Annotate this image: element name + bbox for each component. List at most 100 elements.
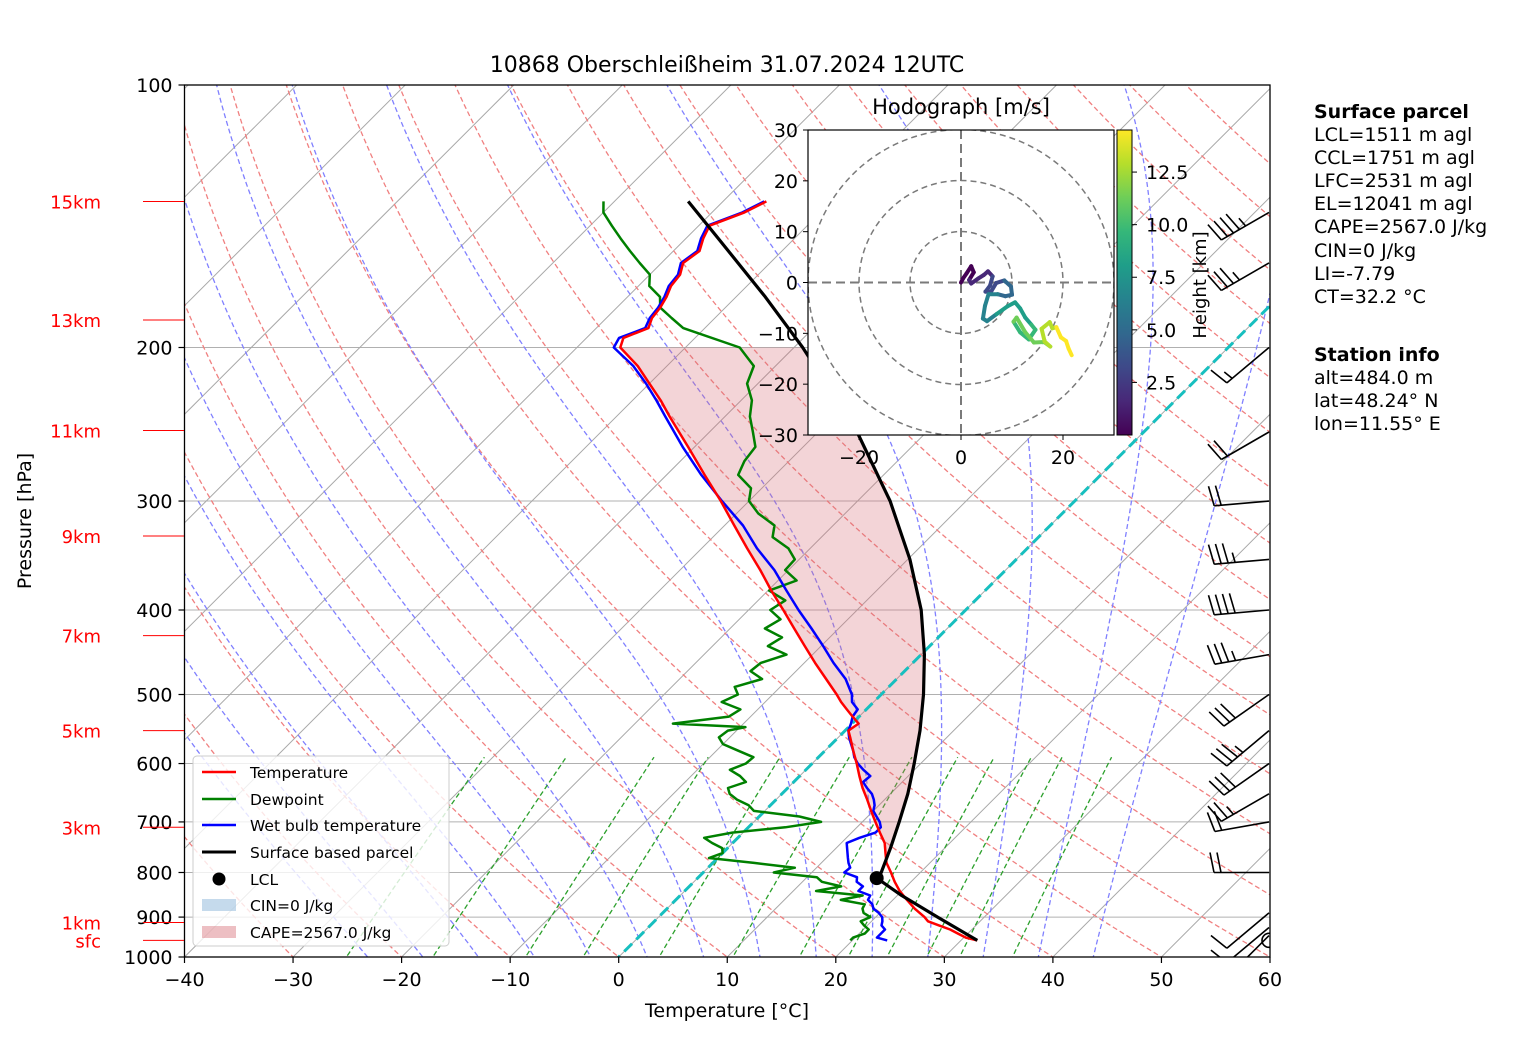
barb-staff <box>1214 609 1270 616</box>
barb-feather <box>1216 852 1222 873</box>
barb-staff <box>1226 729 1270 767</box>
height-label: 9km <box>62 527 101 548</box>
wind-barb <box>1207 485 1270 507</box>
hodograph-colorbar <box>1116 129 1133 436</box>
legend-box <box>192 755 450 947</box>
barb-feather <box>1210 752 1228 767</box>
info-line-ct: CT=32.2 °C <box>1314 285 1426 308</box>
barb-staff <box>1226 346 1270 384</box>
skewed-isotherm <box>835 522 1270 957</box>
hodograph-x-tick-label: −20 <box>839 447 879 469</box>
moist-adiabat <box>666 85 943 957</box>
wind-barbs <box>1206 211 1270 957</box>
barb-feather <box>1209 852 1215 873</box>
barb-feather <box>1220 703 1236 719</box>
hodograph-x-tick-label: 20 <box>1051 447 1075 469</box>
barb-half-feather <box>1231 552 1236 563</box>
barb-feather <box>1220 772 1236 788</box>
wind-barb <box>1208 693 1270 727</box>
hodograph-ticks: −20 0 20 30 20 10 0 −10 −20 −30 <box>758 120 1075 469</box>
barb-staff <box>1214 500 1270 507</box>
barb-staff <box>1223 693 1270 727</box>
surface-parcel-heading: Surface parcel <box>1314 101 1469 123</box>
hodograph-y-tick-label: −20 <box>758 374 798 396</box>
skewed-isotherm <box>617 304 1270 957</box>
skewed-isotherm <box>1052 739 1270 957</box>
wind-barb <box>1210 346 1270 384</box>
hodograph-segment <box>994 304 1010 317</box>
skewed-isotherm <box>726 413 1270 957</box>
wind-barb <box>1207 262 1270 292</box>
mixing-ratio-line <box>524 756 655 957</box>
y-tick-label: 900 <box>136 907 172 929</box>
barb-feather <box>1207 443 1222 461</box>
barb-feather <box>1213 802 1229 819</box>
hodograph-x-tick-label: 0 <box>955 447 967 469</box>
barb-staff <box>1226 912 1270 949</box>
cape-area <box>620 347 925 854</box>
wind-barb <box>1209 852 1269 874</box>
barb-feather <box>1213 440 1229 457</box>
hodograph-segment <box>1066 346 1074 358</box>
barb-feather <box>1213 271 1229 288</box>
x-tick-label: 0 <box>613 969 625 991</box>
barb-feather <box>1220 642 1230 663</box>
legend-swatch-cin <box>202 899 236 911</box>
skewed-isotherm <box>400 87 1270 957</box>
legend-label-temperature: Temperature <box>249 764 348 782</box>
colorbar-tick-label: 2.5 <box>1146 372 1176 394</box>
hodograph-segment <box>980 303 987 321</box>
hodograph-segment <box>1011 319 1023 335</box>
wind-barb <box>1207 211 1270 241</box>
moist-adiabat <box>1092 290 1270 957</box>
barb-staff <box>1220 431 1270 461</box>
hodograph-trace <box>959 264 1074 358</box>
barb-feather <box>1214 707 1231 723</box>
mixing-ratio-line <box>886 756 995 957</box>
legend-swatch-cape <box>202 926 236 938</box>
wind-barb <box>1208 762 1270 796</box>
y-tick-label: 200 <box>136 337 172 359</box>
dry-adiabat <box>285 85 1055 957</box>
barb-half-feather <box>1238 217 1247 227</box>
barb-feather <box>1206 812 1216 832</box>
info-line-alt: alt=484.0 m <box>1314 367 1434 390</box>
dry-adiabat <box>510 85 1270 835</box>
height-label: 15km <box>50 192 101 213</box>
chart-title: 10868 Oberschleißheim 31.07.2024 12UTC <box>490 53 965 78</box>
moist-adiabat <box>385 85 817 957</box>
skewed-isotherm <box>184 85 624 524</box>
barb-feather <box>1214 543 1222 564</box>
barb-half-feather <box>1232 271 1241 281</box>
barb-staff <box>1214 821 1270 833</box>
x-tick-label: 60 <box>1258 969 1282 991</box>
wind-barb <box>1207 543 1270 566</box>
hodograph-y-tick-label: 0 <box>786 273 798 295</box>
dry-adiabat <box>622 85 1270 716</box>
legend-label-dewpoint: Dewpoint <box>250 791 324 809</box>
colorbar-tick-label: 7.5 <box>1146 267 1176 289</box>
temperature-line <box>619 200 978 942</box>
hodograph-y-tick-label: 10 <box>774 222 798 244</box>
y-axis-ticks: 1000 900 800 700 600 500 400 300 200 100 <box>124 75 185 969</box>
barb-staff <box>1220 793 1270 823</box>
mixing-ratio-line <box>732 756 850 957</box>
skewed-isotherm <box>184 85 406 307</box>
barb-feather <box>1206 644 1216 665</box>
colorbar-ticks: 2.5 5.0 7.5 10.0 12.5 <box>1132 162 1188 394</box>
wind-barb <box>1261 932 1270 949</box>
barb-half-feather <box>1231 650 1237 661</box>
moist-adiabat <box>291 85 761 957</box>
y-tick-label: 700 <box>136 812 172 834</box>
colorbar-tick-label: 12.5 <box>1146 162 1188 184</box>
height-label: 7km <box>62 627 101 648</box>
moist-adiabat <box>1037 85 1154 957</box>
x-axis-label: Temperature [°C] <box>644 1000 809 1022</box>
moist-adiabat <box>184 474 536 957</box>
mixing-ratio-line <box>847 756 959 957</box>
info-line-lfc: LFC=2531 m agl <box>1314 170 1473 193</box>
y-tick-label: 400 <box>136 600 172 622</box>
skewed-isotherm <box>0 45 11 975</box>
